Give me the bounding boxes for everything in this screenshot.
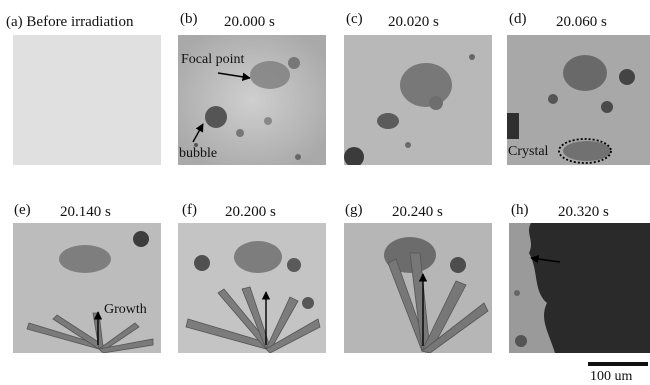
- panel-e-time: 20.140 s: [60, 204, 111, 220]
- panel-g-image: [344, 223, 492, 353]
- focal-point-label: Focal point: [181, 52, 245, 67]
- panel-f-image: [178, 223, 326, 353]
- panel-b-letter: (b): [180, 11, 198, 27]
- growth-label: Growth: [104, 302, 147, 317]
- panel-e-image: [13, 223, 161, 353]
- scale-bar: [588, 362, 648, 366]
- panel-a-image: [13, 35, 161, 165]
- panel-e-letter: (e): [14, 202, 31, 218]
- panel-b-time: 20.000 s: [224, 14, 275, 30]
- bubble-label: bubble: [179, 146, 218, 161]
- scale-bar-label: 100 um: [590, 369, 633, 384]
- panel-c-image: [344, 35, 492, 165]
- panel-d-image: [507, 35, 650, 165]
- panel-c-letter: (c): [346, 11, 363, 27]
- panel-f-letter: (f): [182, 202, 197, 218]
- panel-g-time: 20.240 s: [392, 204, 443, 220]
- panel-f-time: 20.200 s: [225, 204, 276, 220]
- crystal-label: Crystal: [508, 144, 549, 159]
- panel-h-time: 20.320 s: [558, 204, 609, 220]
- panel-d-time: 20.060 s: [556, 14, 607, 30]
- panel-h-image: [509, 223, 650, 353]
- panel-g-letter: (g): [345, 202, 363, 218]
- panel-a-label: (a) Before irradiation: [6, 14, 134, 30]
- panel-h-letter: (h): [511, 202, 529, 218]
- panel-b-image: [178, 35, 326, 165]
- panel-d-letter: (d): [509, 11, 527, 27]
- panel-c-time: 20.020 s: [388, 14, 439, 30]
